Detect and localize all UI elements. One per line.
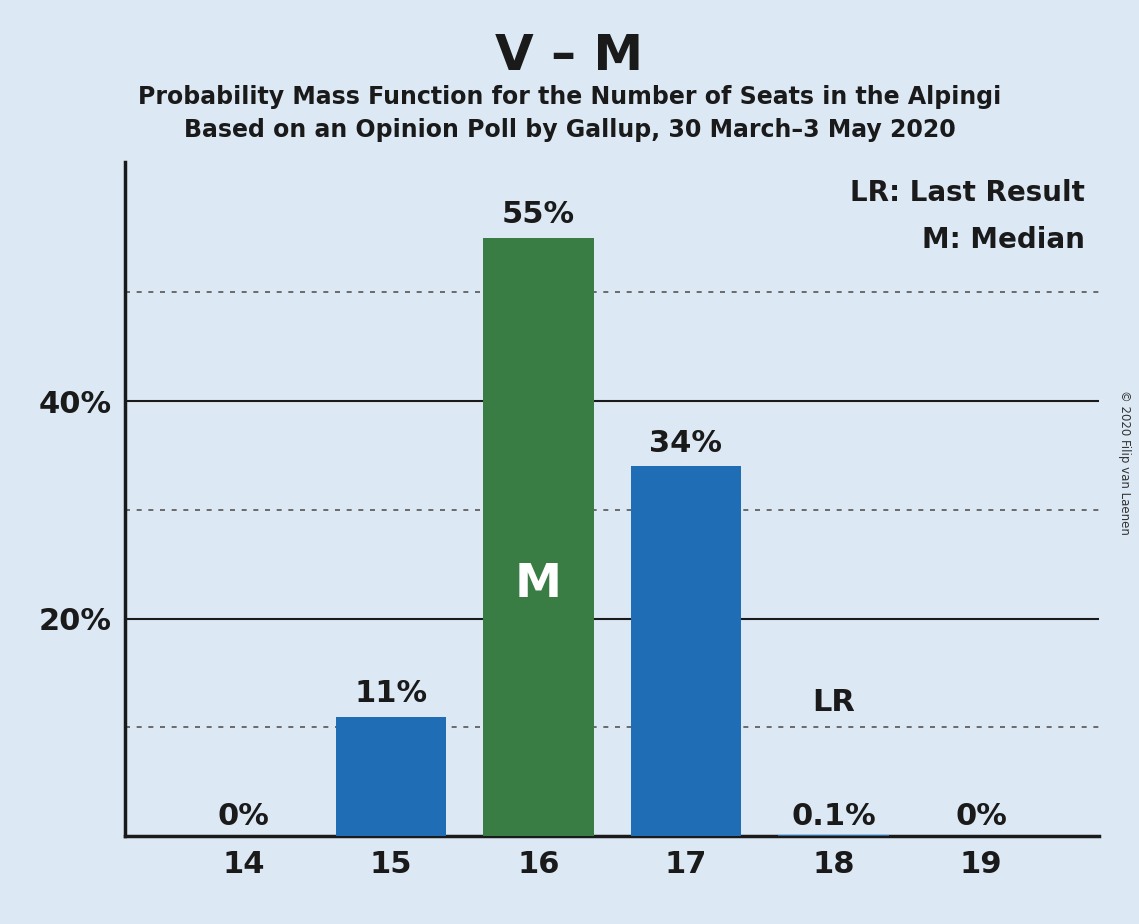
Bar [778, 835, 888, 836]
Text: LR: Last Result: LR: Last Result [850, 178, 1084, 207]
Text: LR: LR [812, 687, 855, 716]
Text: 55%: 55% [502, 201, 575, 229]
Text: 0%: 0% [956, 802, 1007, 831]
Bar [336, 716, 446, 836]
Text: V – M: V – M [495, 32, 644, 80]
Text: M: Median: M: Median [921, 225, 1084, 254]
Text: Probability Mass Function for the Number of Seats in the Alpingi: Probability Mass Function for the Number… [138, 85, 1001, 109]
Text: 0%: 0% [218, 802, 269, 831]
Text: © 2020 Filip van Laenen: © 2020 Filip van Laenen [1118, 390, 1131, 534]
Text: 11%: 11% [354, 679, 427, 708]
Text: Based on an Opinion Poll by Gallup, 30 March–3 May 2020: Based on an Opinion Poll by Gallup, 30 M… [183, 118, 956, 142]
Bar [483, 237, 593, 836]
Text: M: M [515, 563, 562, 607]
Bar [631, 467, 741, 836]
Text: 0.1%: 0.1% [792, 802, 876, 831]
Text: 34%: 34% [649, 429, 722, 457]
